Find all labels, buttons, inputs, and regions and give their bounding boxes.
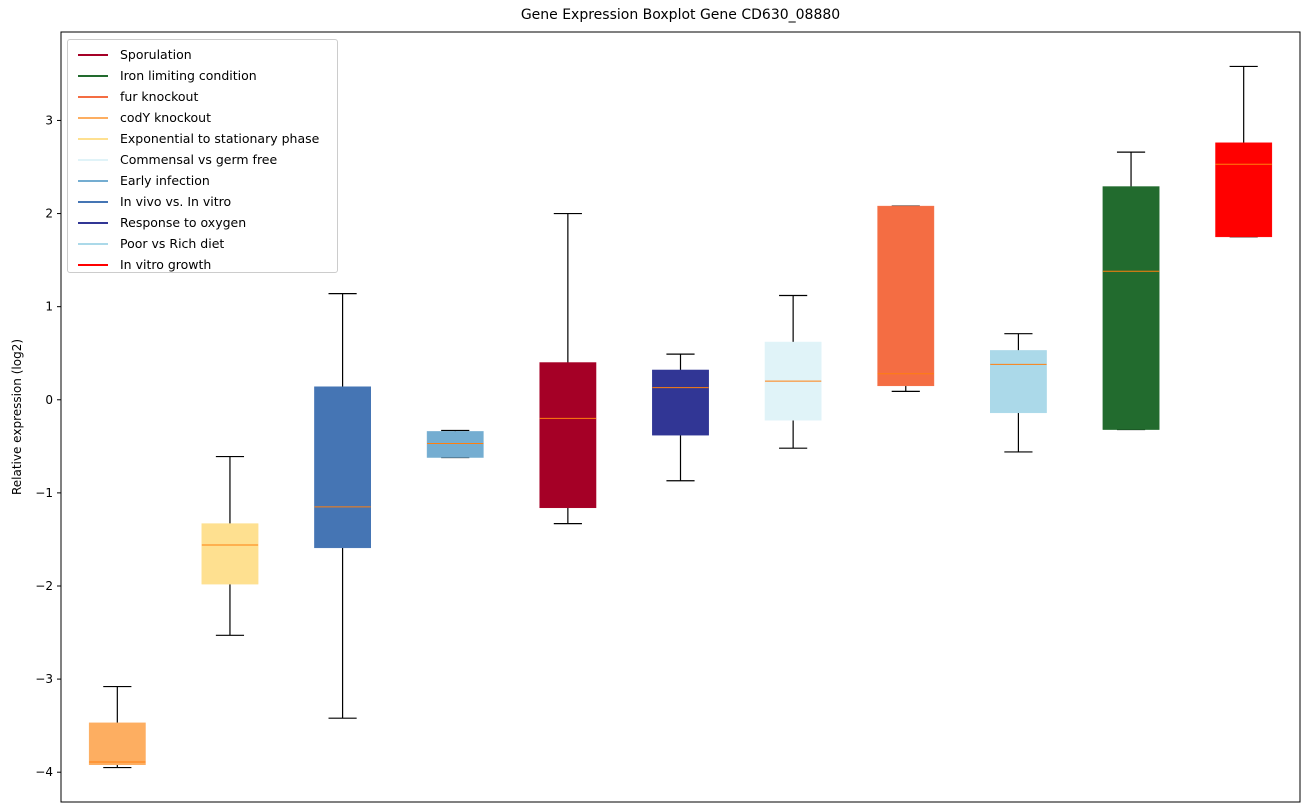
legend-swatch [78, 158, 108, 161]
legend-item: Iron limiting condition [68, 65, 337, 86]
box-exponential-to-stationary-phase [201, 455, 259, 636]
legend-swatch [78, 221, 108, 224]
legend-swatch [78, 137, 108, 140]
y-tick-label: −1 [35, 486, 53, 500]
box-commensal-vs-germ-free [764, 294, 822, 449]
box-in-vitro-growth [1215, 65, 1273, 238]
y-tick-label: −4 [35, 765, 53, 779]
y-tick-label: 3 [45, 113, 53, 127]
legend-swatch [78, 242, 108, 245]
box-poor-vs-rich-diet [990, 333, 1047, 453]
box-iqr [426, 431, 484, 458]
legend-item: fur knockout [68, 86, 337, 107]
legend-label: Response to oxygen [120, 215, 247, 230]
legend-swatch [78, 179, 108, 182]
legend-item: codY knockout [68, 107, 337, 128]
chart-title: Gene Expression Boxplot Gene CD630_08880 [520, 7, 841, 23]
legend-item: Early infection [68, 170, 337, 191]
boxes-group [88, 65, 1273, 769]
legend-swatch [78, 263, 108, 266]
legend-label: Early infection [120, 173, 210, 188]
legend-item: Response to oxygen [68, 212, 337, 233]
y-tick-label: 2 [45, 207, 53, 221]
box-in-vivo-vs-in-vitro [314, 293, 372, 719]
axes-frame [60, 31, 1301, 803]
y-tick-label: −2 [35, 579, 53, 593]
box-iqr [88, 722, 146, 766]
legend-label: Exponential to stationary phase [120, 131, 320, 146]
box-iqr [652, 369, 709, 436]
box-iron-limiting-condition [1102, 151, 1160, 431]
y-tick-label: 1 [45, 300, 53, 314]
legend: Sporulation Iron limiting condition fur … [67, 39, 338, 273]
legend-swatch [78, 74, 108, 77]
legend-item: Exponential to stationary phase [68, 128, 337, 149]
legend-label: codY knockout [120, 110, 212, 125]
legend-item: Poor vs Rich diet [68, 233, 337, 254]
legend-label: In vitro growth [120, 257, 212, 272]
legend-item: Sporulation [68, 44, 337, 65]
box-iqr [1215, 142, 1273, 238]
box-iqr [1102, 186, 1160, 430]
box-fur-knockout [877, 205, 935, 392]
legend-item: Commensal vs germ free [68, 149, 337, 170]
box-cody-knockout [88, 685, 146, 769]
y-tick-label: −3 [35, 672, 53, 686]
legend-label: Poor vs Rich diet [120, 236, 225, 251]
legend-swatch [78, 95, 108, 98]
y-axis-label: Relative expression (log2) [10, 338, 24, 496]
box-iqr [201, 523, 259, 585]
box-iqr [539, 362, 597, 509]
legend-swatch [78, 53, 108, 56]
legend-label: Iron limiting condition [120, 68, 257, 83]
legend-item: In vitro growth [68, 254, 337, 275]
box-sporulation [539, 212, 597, 525]
box-response-to-oxygen [652, 353, 709, 482]
legend-swatch [78, 116, 108, 119]
legend-label: Sporulation [120, 47, 192, 62]
box-early-infection [426, 429, 484, 459]
box-iqr [877, 205, 935, 387]
y-axis-ticks: −4 −3 −2 −1 0 1 2 3 [35, 113, 61, 779]
box-iqr [990, 350, 1047, 414]
legend-label: fur knockout [120, 89, 199, 104]
legend-swatch [78, 200, 108, 203]
y-tick-label: 0 [45, 393, 53, 407]
legend-label: In vivo vs. In vitro [120, 194, 232, 209]
legend-label: Commensal vs germ free [120, 152, 278, 167]
box-iqr [314, 386, 372, 549]
legend-item: In vivo vs. In vitro [68, 191, 337, 212]
